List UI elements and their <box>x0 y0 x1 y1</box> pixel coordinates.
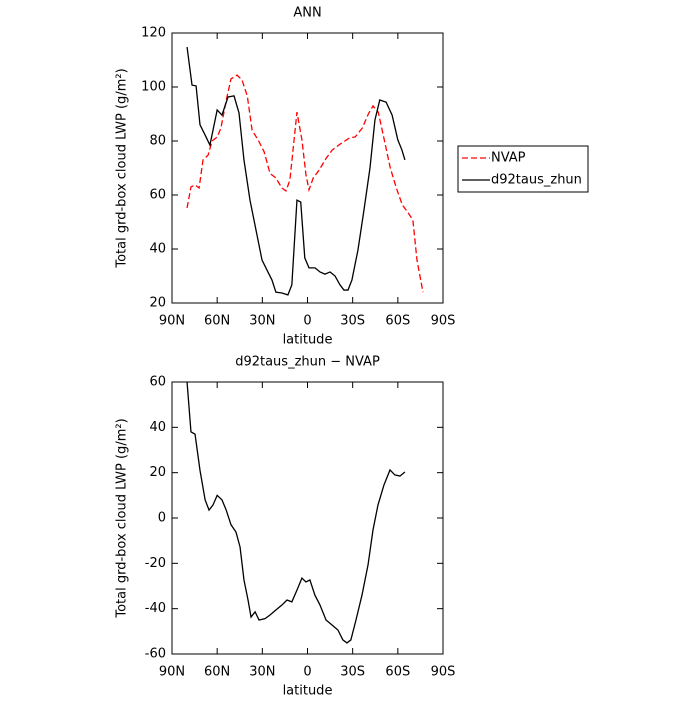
legend-box <box>457 145 589 193</box>
y-tick-label: 20 <box>149 296 166 311</box>
x-tick-label: 30N <box>249 314 275 329</box>
x-tick-label: 60S <box>385 314 410 329</box>
y-tick-label: -20 <box>145 556 166 571</box>
x-tick-label: 30N <box>249 665 275 680</box>
x-tick-label: 60N <box>204 314 230 329</box>
y-tick-label: -60 <box>145 647 166 662</box>
x-tick-label: 90N <box>159 314 185 329</box>
series-line <box>186 381 406 644</box>
y-tick-label: 40 <box>149 242 166 257</box>
y-axis-label: Total grd-box cloud LWP (g/m²) <box>115 418 130 618</box>
x-tick-label: 60N <box>204 665 230 680</box>
x-tick-label: 90S <box>431 665 456 680</box>
x-tick-label: 0 <box>303 665 311 680</box>
plot-frame <box>171 32 444 304</box>
x-tick-label: 90S <box>431 314 456 329</box>
y-tick-label: 20 <box>149 465 166 480</box>
x-axis-label: latitude <box>283 684 333 699</box>
y-axis-label: Total grd-box cloud LWP (g/m²) <box>115 68 130 268</box>
y-tick-label: 80 <box>149 134 166 149</box>
x-axis-label: latitude <box>283 333 333 348</box>
series-line <box>186 46 406 296</box>
y-tick-label: 60 <box>149 188 166 203</box>
x-tick-label: 30S <box>340 665 365 680</box>
x-tick-label: 90N <box>159 665 185 680</box>
y-tick-label: 60 <box>149 375 166 390</box>
x-tick-label: 0 <box>303 314 311 329</box>
y-tick-label: -40 <box>145 601 166 616</box>
legend-label: NVAP <box>491 151 526 166</box>
y-tick-label: 0 <box>158 511 166 526</box>
y-tick-label: 120 <box>141 26 166 41</box>
x-tick-label: 60S <box>385 665 410 680</box>
plot-frame <box>171 381 444 655</box>
chart-title: ANN <box>293 6 321 21</box>
y-tick-label: 40 <box>149 420 166 435</box>
chart-title: d92taus_zhun − NVAP <box>235 355 380 370</box>
y-tick-label: 100 <box>141 80 166 95</box>
x-tick-label: 30S <box>340 314 365 329</box>
series-line <box>186 74 424 293</box>
legend-label: d92taus_zhun <box>491 173 582 188</box>
